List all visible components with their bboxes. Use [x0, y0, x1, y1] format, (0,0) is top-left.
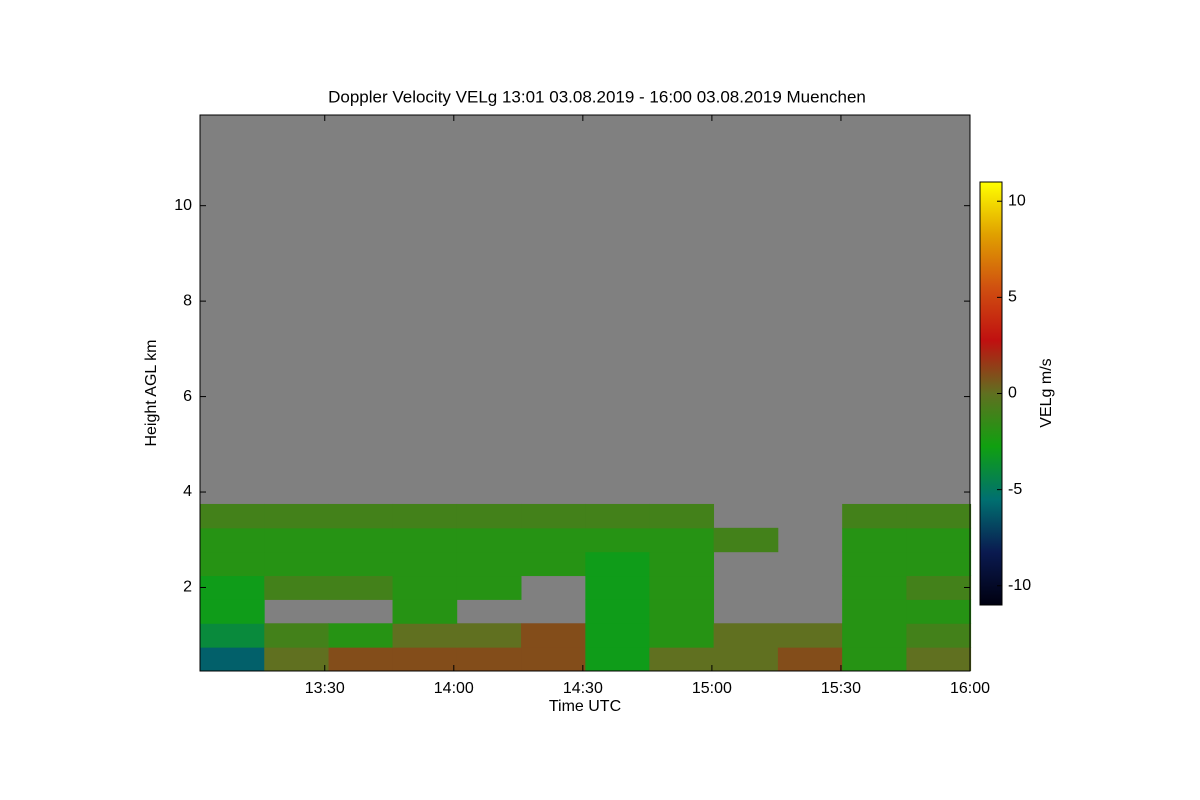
heatmap-cell	[777, 623, 843, 648]
heatmap-cell	[456, 623, 522, 648]
heatmap-cell	[199, 503, 265, 529]
heatmap-cell	[456, 575, 522, 600]
x-axis-label: Time UTC	[549, 698, 621, 715]
heatmap-cell	[328, 647, 394, 671]
heatmap-cell	[906, 575, 972, 600]
heatmap-cell	[392, 623, 458, 648]
colorbar-label: VELg m/s	[1038, 358, 1055, 427]
chart-title: Doppler Velocity VELg 13:01 03.08.2019 -…	[328, 87, 866, 106]
heatmap-cell	[392, 575, 458, 600]
heatmap-cell	[585, 623, 651, 648]
colorbar-tick-label: -10	[1008, 577, 1031, 594]
heatmap-cell	[392, 647, 458, 671]
heatmap-cell	[585, 575, 651, 600]
heatmap-cell	[199, 527, 265, 553]
heatmap-cell	[585, 647, 651, 671]
heatmap-cell	[649, 527, 715, 553]
heatmap-cell	[328, 575, 394, 600]
heatmap-cell	[392, 551, 458, 577]
heatmap-cell	[456, 503, 522, 529]
heatmap-cell	[713, 623, 779, 648]
heatmap-cell	[328, 503, 394, 529]
heatmap-cell	[649, 503, 715, 529]
heatmap-cell	[777, 647, 843, 671]
colorbar-tick-label: 0	[1008, 385, 1017, 402]
heatmap-cell	[521, 551, 586, 577]
x-tick-label: 13:30	[305, 680, 345, 697]
heatmap-cell	[264, 527, 329, 553]
heatmap-cell	[585, 527, 651, 553]
heatmap-cell	[713, 647, 779, 671]
heatmap-cell	[199, 599, 265, 624]
heatmap-cell	[521, 647, 586, 671]
heatmap-cell	[456, 551, 522, 577]
y-tick-label: 2	[183, 579, 192, 596]
y-tick-label: 10	[174, 197, 192, 214]
heatmap-cell	[906, 599, 972, 624]
x-tick-label: 14:30	[563, 680, 603, 697]
heatmap-cell	[392, 599, 458, 624]
heatmap-cell	[264, 647, 329, 671]
x-tick-label: 16:00	[950, 680, 990, 697]
heatmap-cell	[842, 575, 907, 600]
heatmap-cell	[585, 599, 651, 624]
heatmap-cell	[199, 623, 265, 648]
heatmap-cell	[392, 527, 458, 553]
x-tick-label: 15:00	[692, 680, 732, 697]
x-tick-label: 14:00	[434, 680, 474, 697]
heatmap-cell	[264, 623, 329, 648]
y-tick-label: 4	[183, 483, 192, 500]
heatmap-cell	[842, 599, 907, 624]
colorbar-tick-label: 10	[1008, 192, 1026, 209]
x-tick-label: 15:30	[821, 680, 861, 697]
heatmap-cell	[842, 623, 907, 648]
heatmap-cell	[585, 551, 651, 577]
heatmap-cell	[649, 647, 715, 671]
y-tick-label: 8	[183, 292, 192, 309]
colorbar-tick-label: -5	[1008, 481, 1022, 498]
heatmap-cell	[328, 527, 394, 553]
heatmap-cell	[328, 551, 394, 577]
heatmap-cell	[906, 551, 972, 577]
heatmap-cell	[842, 503, 907, 529]
heatmap-cell	[521, 623, 586, 648]
heatmap-cell	[199, 647, 265, 671]
y-tick-label: 6	[183, 388, 192, 405]
heatmap-cell	[264, 575, 329, 600]
plot-frame	[199, 114, 971, 672]
heatmap-cell	[456, 527, 522, 553]
heatmap-cell	[906, 647, 972, 671]
heatmap-cell	[906, 623, 972, 648]
colorbar-tick-label: 5	[1008, 289, 1017, 306]
heatmap-cell	[392, 503, 458, 529]
heatmap-cell	[328, 623, 394, 648]
heatmap-cell	[585, 503, 651, 529]
heatmap-cell	[521, 527, 586, 553]
heatmap-cell	[264, 551, 329, 577]
heatmap-cell	[521, 503, 586, 529]
y-axis-label: Height AGL km	[143, 339, 160, 446]
heatmap-cell	[842, 527, 907, 553]
heatmap-cell	[649, 575, 715, 600]
heatmap-cell	[842, 551, 907, 577]
heatmap-cell	[649, 551, 715, 577]
heatmap-cell	[906, 503, 972, 529]
heatmap-cell	[264, 503, 329, 529]
heatmap-cell	[906, 527, 972, 553]
heatmap-cell	[649, 599, 715, 624]
heatmap-cell	[199, 575, 265, 600]
heatmap-cell	[199, 551, 265, 577]
heatmap-cell	[456, 647, 522, 671]
heatmap-cell	[842, 647, 907, 671]
heatmap-cell	[649, 623, 715, 648]
heatmap-cell	[713, 527, 779, 553]
